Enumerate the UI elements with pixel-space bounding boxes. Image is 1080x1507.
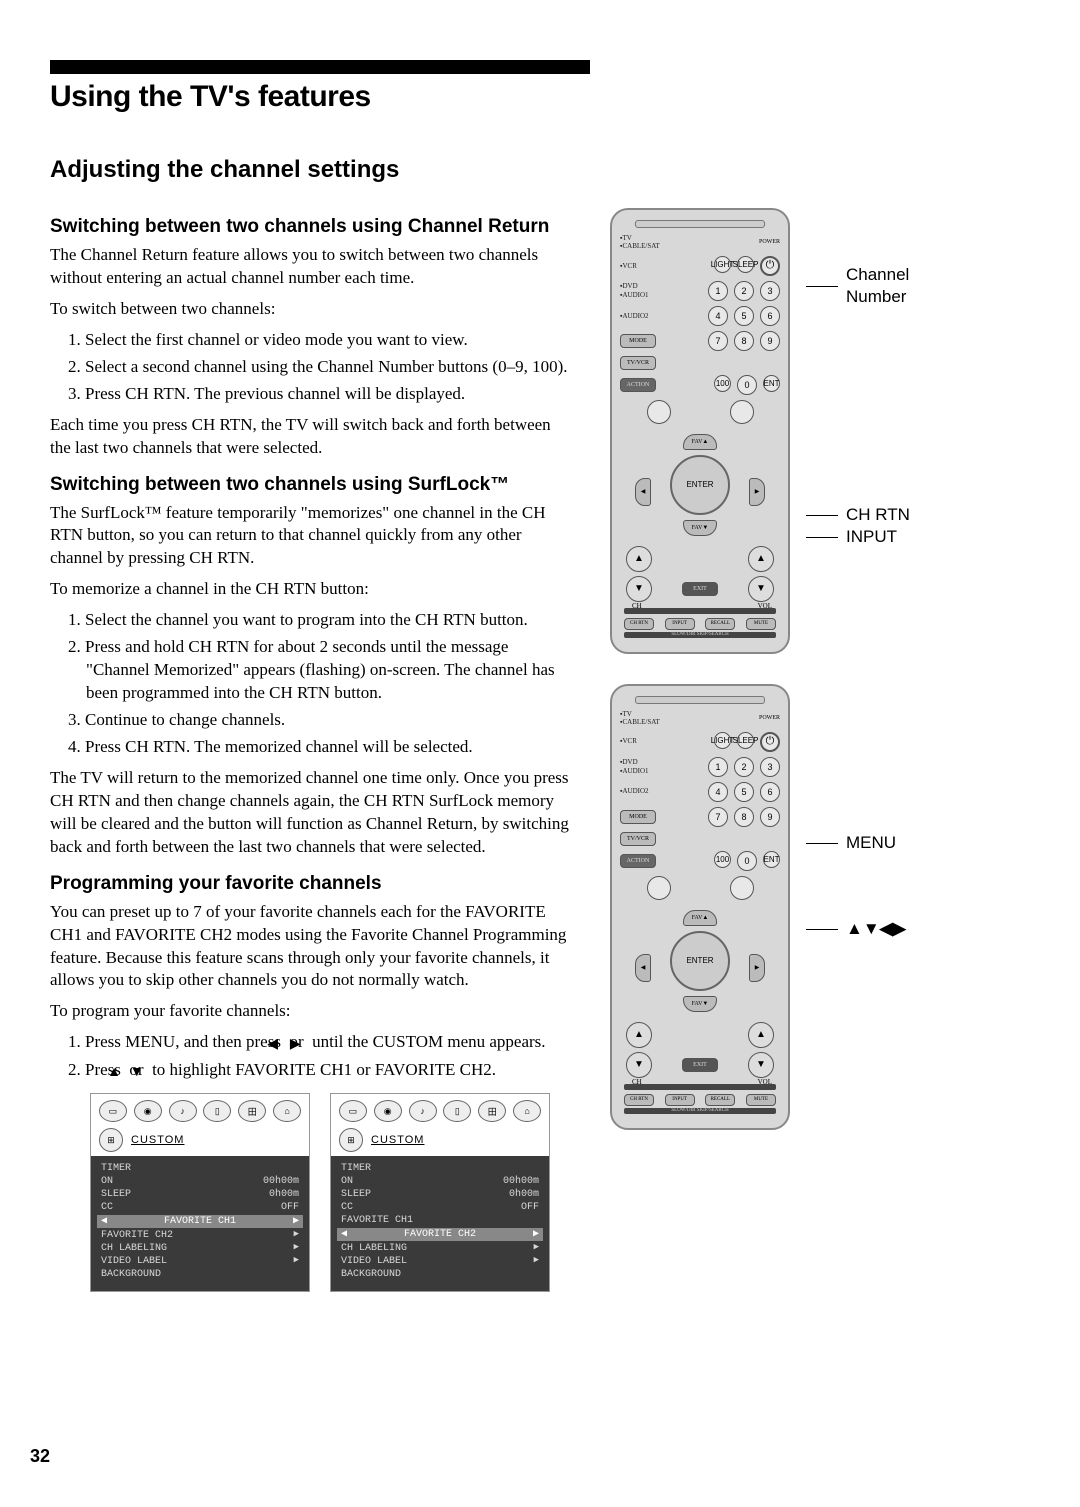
- chapter-title: Using the TV's features: [50, 80, 1030, 114]
- menu-tab-icon: ▭: [99, 1100, 127, 1122]
- callout-ch-rtn: CH RTN: [806, 504, 910, 526]
- remote-control-icon: ▪TV ▪CABLE/SAT POWER ▪VCR LIGHTSLEEP⏻ ▪D…: [610, 684, 790, 1130]
- menu-tab-icon: ⌂: [513, 1100, 541, 1122]
- callout-menu: MENU: [806, 832, 906, 854]
- callout-channel-number: Channel Number: [806, 264, 910, 308]
- subsection-channel-return: Switching between two channels using Cha…: [50, 216, 570, 238]
- menu-body: TIMER ON00h00m SLEEP0h00m CCOFF FAVORITE…: [331, 1156, 549, 1291]
- step: 3. Continue to change channels.: [68, 709, 570, 732]
- menu-selected-icon: ⊞: [99, 1128, 123, 1152]
- menu-body: TIMER ON00h00m SLEEP0h00m CCOFF ◀FAVORIT…: [91, 1156, 309, 1291]
- paragraph: Each time you press CH RTN, the TV will …: [50, 414, 570, 460]
- subsection-favorite: Programming your favorite channels: [50, 873, 570, 895]
- menu-title: CUSTOM: [371, 1134, 424, 1146]
- menu-tab-icon: ◉: [134, 1100, 162, 1122]
- step: 1. Press MENU, and then press ◀ or ▶ unt…: [68, 1031, 570, 1055]
- remote-control-icon: ▪TV ▪CABLE/SAT POWER ▪VCR LIGHTSLEEP⏻ ▪D…: [610, 208, 790, 654]
- step: 2. Select a second channel using the Cha…: [68, 356, 570, 379]
- text-column: Switching between two channels using Cha…: [50, 202, 570, 1292]
- callout-labels: MENU ▲▼◀▶: [790, 684, 906, 940]
- paragraph: The SurfLock™ feature temporarily "memor…: [50, 502, 570, 571]
- menu-highlight: FAVORITE CH1: [164, 1215, 236, 1228]
- paragraph: To switch between two channels:: [50, 298, 570, 321]
- menu-tab-icon: ♪: [409, 1100, 437, 1122]
- steps-list: 1. Press MENU, and then press ◀ or ▶ unt…: [50, 1031, 570, 1083]
- menu-tab-icon: ◉: [374, 1100, 402, 1122]
- menu-title: CUSTOM: [131, 1134, 184, 1146]
- custom-menu-screen-2: ▭ ◉ ♪ ▯ 田 ⌂ ⊞ CUSTOM TIMER ON00h00m SLEE…: [330, 1093, 550, 1292]
- step: 2. Press ▲ or ▼ to highlight FAVORITE CH…: [68, 1059, 570, 1083]
- menu-tab-icon: ▯: [203, 1100, 231, 1122]
- remote-figure-2: ▪TV ▪CABLE/SAT POWER ▪VCR LIGHTSLEEP⏻ ▪D…: [610, 684, 1030, 1130]
- step: 3. Press CH RTN. The previous channel wi…: [68, 383, 570, 406]
- steps-list: 1. Select the channel you want to progra…: [50, 609, 570, 759]
- step-text: until the CUSTOM menu appears.: [308, 1032, 546, 1051]
- step: 1. Select the first channel or video mod…: [68, 329, 570, 352]
- figure-column: ▪TV ▪CABLE/SAT POWER ▪VCR LIGHTSLEEP⏻ ▪D…: [610, 202, 1030, 1292]
- header-rule: [50, 60, 590, 74]
- menu-tab-icon: ▯: [443, 1100, 471, 1122]
- menu-tab-icon: ▭: [339, 1100, 367, 1122]
- paragraph: To program your favorite channels:: [50, 1000, 570, 1023]
- menu-tab-icon: ⌂: [273, 1100, 301, 1122]
- paragraph: You can preset up to 7 of your favorite …: [50, 901, 570, 993]
- paragraph: The Channel Return feature allows you to…: [50, 244, 570, 290]
- section-title: Adjusting the channel settings: [50, 156, 1030, 184]
- paragraph: The TV will return to the memorized chan…: [50, 767, 570, 859]
- menu-highlight: FAVORITE CH2: [404, 1228, 476, 1241]
- step-text: 1. Press MENU, and then press: [68, 1032, 285, 1051]
- menu-tab-icon: 田: [238, 1100, 266, 1122]
- subsection-surflock: Switching between two channels using Sur…: [50, 474, 570, 496]
- callout-labels: Channel Number CH RTN INPUT: [790, 208, 910, 548]
- remote-figure-1: ▪TV ▪CABLE/SAT POWER ▪VCR LIGHTSLEEP⏻ ▪D…: [610, 208, 1030, 654]
- steps-list: 1. Select the first channel or video mod…: [50, 329, 570, 406]
- step: 1. Select the channel you want to progra…: [68, 609, 570, 632]
- custom-menu-screen-1: ▭ ◉ ♪ ▯ 田 ⌂ ⊞ CUSTOM TIMER ON00h00m SLEE…: [90, 1093, 310, 1292]
- menu-tab-icon: 田: [478, 1100, 506, 1122]
- page-number: 32: [30, 1446, 50, 1467]
- menu-screenshots: ▭ ◉ ♪ ▯ 田 ⌂ ⊞ CUSTOM TIMER ON00h00m SLEE…: [90, 1093, 570, 1292]
- step: 2. Press and hold CH RTN for about 2 sec…: [68, 636, 570, 705]
- menu-tab-icon: ♪: [169, 1100, 197, 1122]
- menu-selected-icon: ⊞: [339, 1128, 363, 1152]
- callout-input: INPUT: [806, 526, 910, 548]
- step-text: to highlight FAVORITE CH1 or FAVORITE CH…: [148, 1060, 496, 1079]
- step: 4. Press CH RTN. The memorized channel w…: [68, 736, 570, 759]
- paragraph: To memorize a channel in the CH RTN butt…: [50, 578, 570, 601]
- callout-arrows: ▲▼◀▶: [806, 918, 906, 940]
